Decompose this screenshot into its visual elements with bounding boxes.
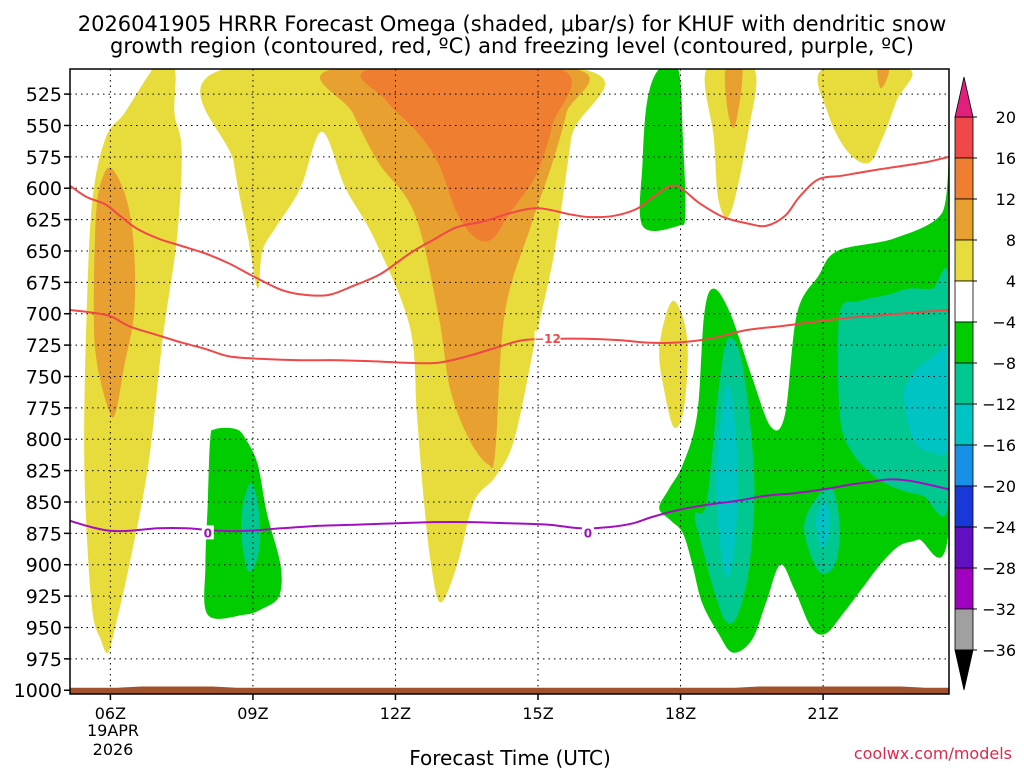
colorbar-label: −28	[982, 559, 1016, 578]
colorbar-bin	[954, 403, 974, 446]
colorbar-bin	[954, 526, 974, 569]
omega-region-4	[360, 69, 572, 242]
colorbar-label: 20	[996, 108, 1016, 127]
terrain-surface	[70, 686, 949, 694]
y-tick-label: 825	[26, 461, 62, 483]
x-tick-label: 18Z	[665, 704, 696, 723]
y-tick-label: 700	[26, 304, 62, 326]
dendritic-contour-1	[70, 309, 949, 365]
date-label-year: 2026	[93, 740, 134, 759]
colorbar-bin	[954, 116, 974, 159]
omega-region-12	[241, 483, 261, 572]
y-axis: 525 550 575 600 625 650 675 700 725 750 775 800 825 8…	[14, 84, 70, 702]
omega-region-17	[815, 501, 831, 547]
omega-region-7	[817, 69, 913, 164]
y-tick-label: 650	[26, 241, 62, 263]
freezing-level-contour-0	[70, 478, 949, 533]
omega-region-18	[837, 267, 949, 517]
dendritic-contour-label: −12	[534, 332, 561, 346]
y-tick-label: 950	[26, 617, 62, 639]
contour-label-layer: −12 0 0	[201, 330, 594, 540]
colorbar-bin	[954, 362, 974, 405]
date-label-day: 19APR	[87, 721, 139, 740]
x-tick-label: 21Z	[807, 704, 838, 723]
colorbar-label: 16	[996, 149, 1016, 168]
omega-region-1	[93, 167, 136, 418]
y-tick-label: 725	[26, 335, 62, 357]
colorbar-label: −4	[992, 313, 1016, 332]
x-axis: 06Z 09Z 12Z 15Z 18Z 21Z	[95, 694, 839, 723]
freezing-label-bg	[201, 525, 214, 540]
colorbar-label: −32	[982, 600, 1016, 619]
colorbar-bin	[954, 444, 974, 487]
omega-region-9	[659, 300, 688, 429]
terrain-layer	[70, 686, 949, 694]
y-tick-label: 675	[26, 272, 62, 294]
colorbar-label: −8	[992, 354, 1016, 373]
freezing-level-label: 0	[204, 526, 212, 540]
y-tick-label: 975	[26, 649, 62, 671]
y-tick-label: 550	[26, 115, 62, 137]
colorbar-bin	[954, 280, 974, 323]
y-tick-label: 575	[26, 147, 62, 169]
y-tick-label: 625	[26, 210, 62, 232]
colorbar-bin	[954, 198, 974, 241]
omega-region-6	[724, 69, 743, 128]
colorbar-bin	[954, 321, 974, 364]
y-tick-label: 850	[26, 492, 62, 514]
omega-region-5	[704, 69, 757, 218]
colorbar-bin	[954, 485, 974, 528]
contour-label-bg	[534, 330, 561, 345]
freezing-level-label: 0	[584, 526, 592, 540]
y-tick-label: 925	[26, 586, 62, 608]
contour-layer	[70, 155, 949, 533]
colorbar-label: 8	[1006, 231, 1016, 250]
colorbar-label: 4	[1006, 272, 1016, 291]
y-tick-label: 800	[26, 429, 62, 451]
x-tick-label: 09Z	[237, 704, 268, 723]
plot-area	[70, 69, 949, 694]
y-tick-label: 875	[26, 523, 62, 545]
colorbar-label: −20	[982, 477, 1016, 496]
omega-region-8	[877, 69, 890, 89]
colorbar-top-arrow	[954, 76, 974, 118]
x-tick-label: 12Z	[380, 704, 411, 723]
omega-region-15	[716, 384, 738, 578]
colorbar-bin	[954, 608, 974, 651]
y-tick-label: 900	[26, 555, 62, 577]
colorbar-bin	[954, 157, 974, 200]
y-tick-label: 775	[26, 398, 62, 420]
omega-shading-layer	[84, 69, 949, 654]
credit-label: coolwx.com/models	[854, 744, 1012, 763]
freezing-label-bg	[581, 525, 594, 540]
colorbar-label: −12	[982, 395, 1016, 414]
omega-region-10	[639, 69, 686, 232]
colorbar-bin	[954, 239, 974, 282]
plot-frame	[69, 68, 950, 695]
x-tick-label: 06Z	[95, 704, 126, 723]
dendritic-contour-0	[70, 155, 949, 297]
x-tick-label: 15Z	[522, 704, 553, 723]
colorbar-bin	[954, 567, 974, 610]
colorbar-label: −36	[982, 641, 1016, 660]
colorbar-bottom-arrow	[954, 649, 974, 691]
colorbar-label: −24	[982, 518, 1016, 537]
y-tick-label: 600	[26, 178, 62, 200]
x-axis-label: Forecast Time (UTC)	[409, 746, 611, 768]
chart-title-line2: growth region (contoured, red, ºC) and f…	[110, 34, 914, 58]
omega-colorbar: 20 16 12 8 4 −4 −8 −12 −16 −20 −24 −28 −32 −36	[954, 76, 1016, 691]
y-tick-label: 1000	[14, 680, 62, 702]
y-tick-label: 750	[26, 366, 62, 388]
omega-region-19	[903, 345, 949, 456]
colorbar-label: 12	[996, 190, 1016, 209]
colorbar-label: −16	[982, 436, 1016, 455]
chart-title-line1: 2026041905 HRRR Forecast Omega (shaded, …	[78, 12, 947, 36]
y-tick-label: 525	[26, 84, 62, 106]
